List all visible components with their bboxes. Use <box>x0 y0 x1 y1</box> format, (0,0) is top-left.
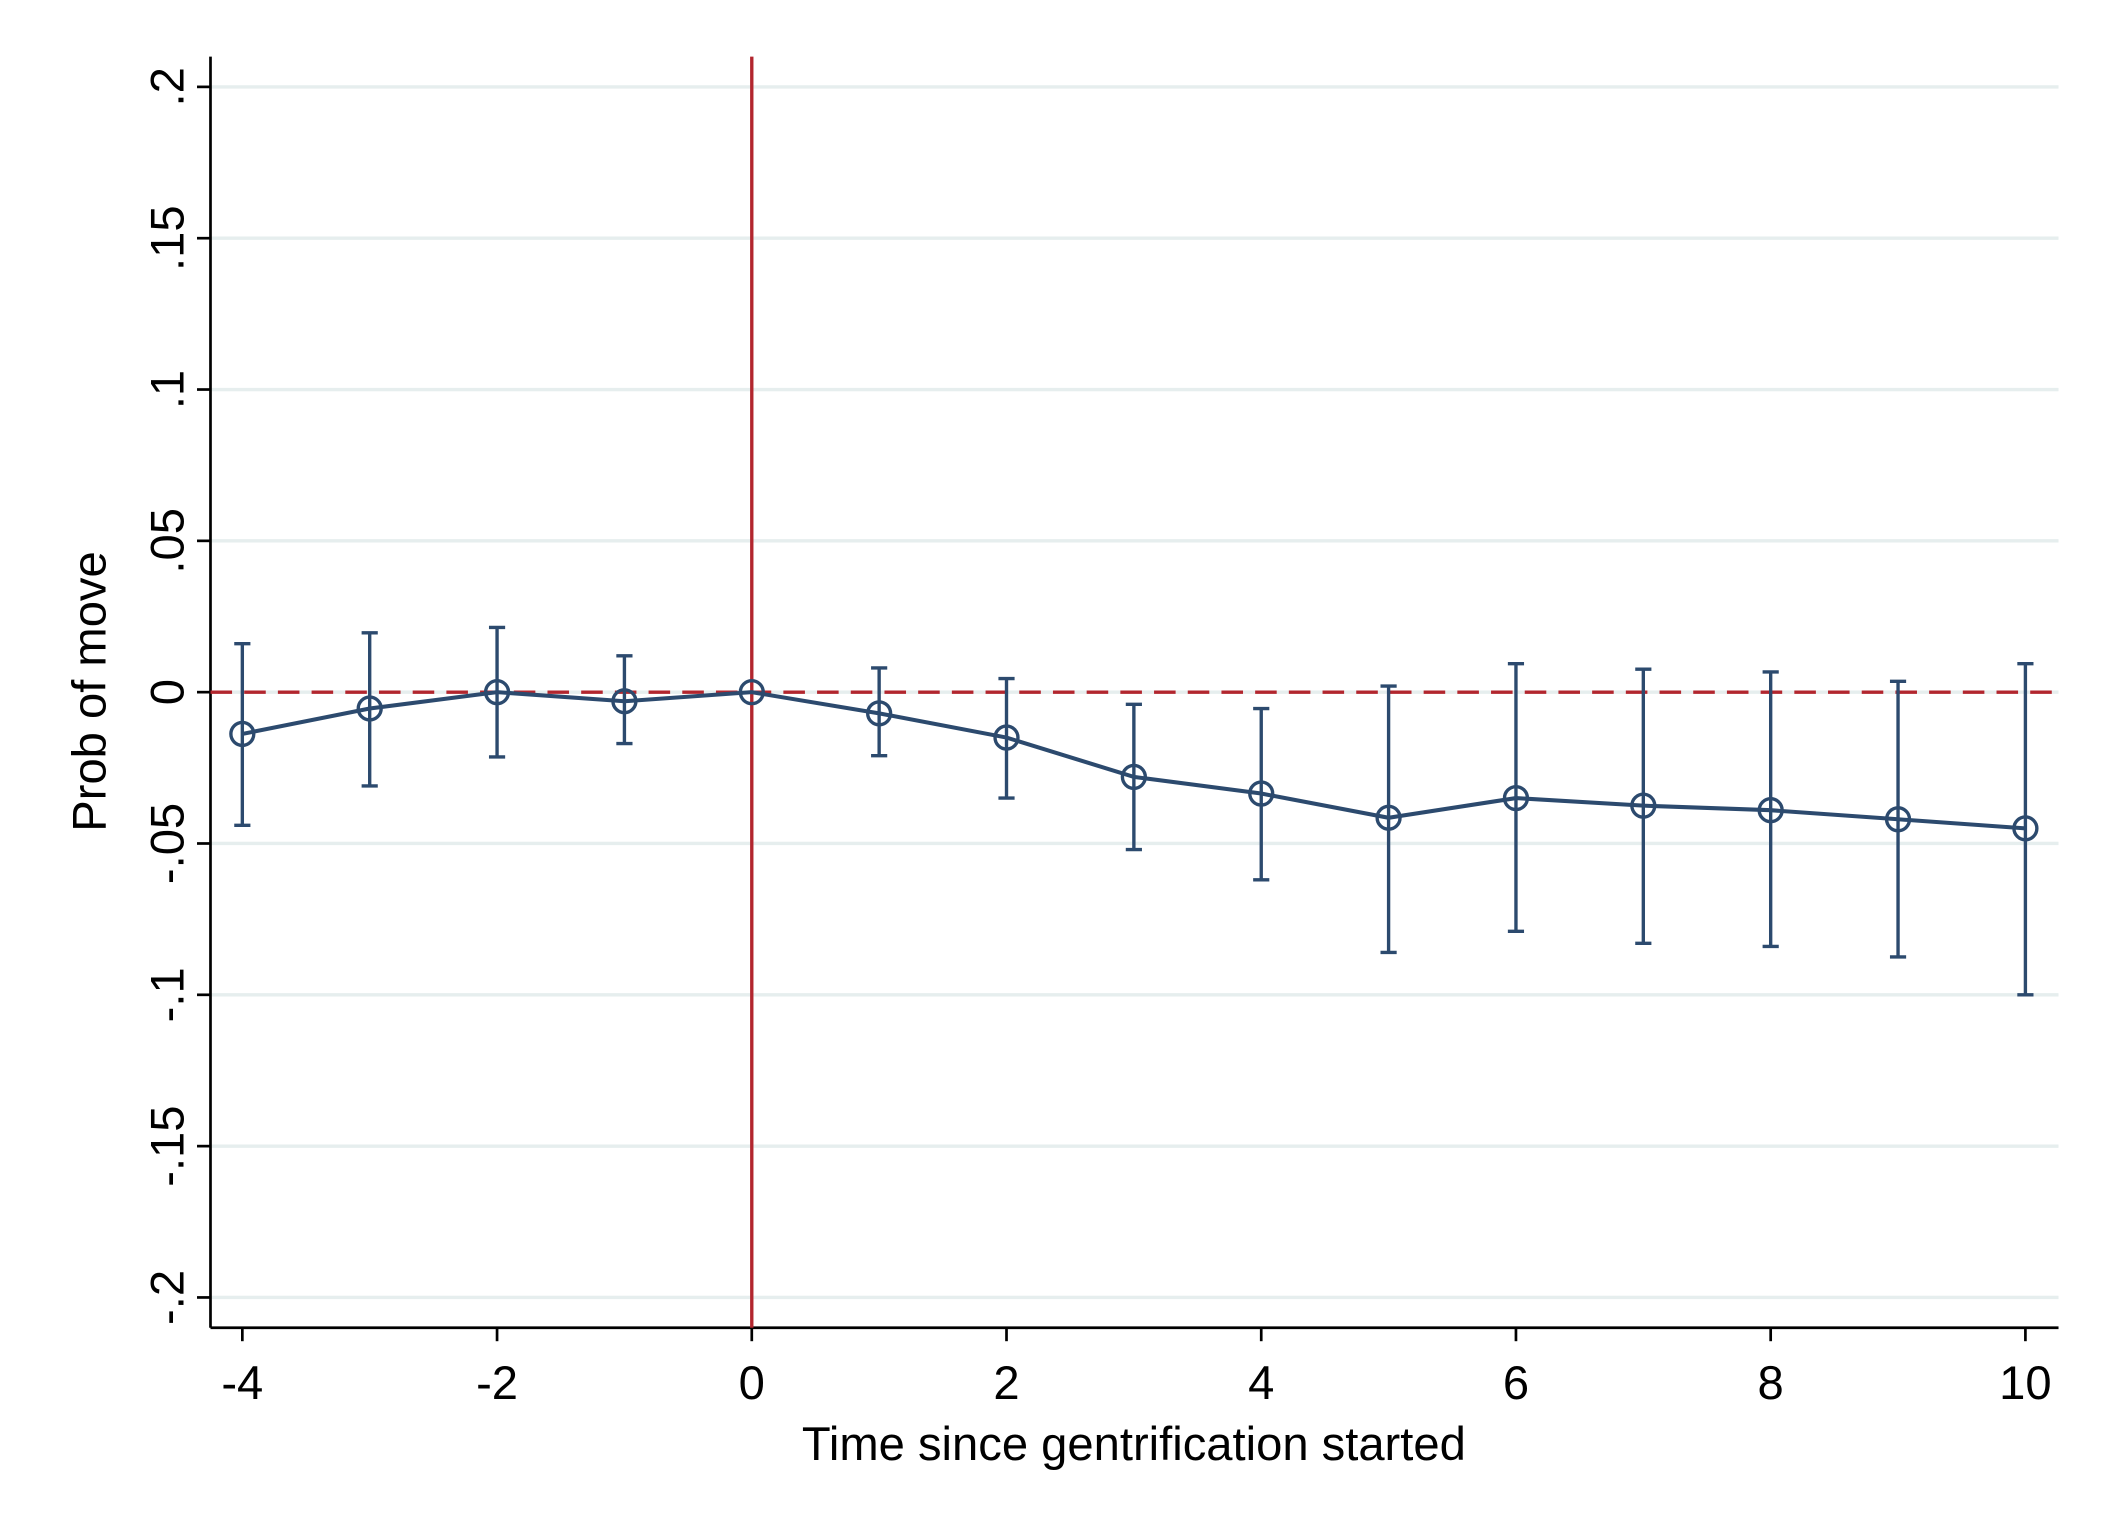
x-tick-label: 10 <box>1999 1356 2051 1409</box>
x-tick-label: 8 <box>1758 1356 1784 1409</box>
x-tick-label: 4 <box>1248 1356 1274 1409</box>
x-tick-label: -2 <box>476 1356 518 1409</box>
y-tick-label: .2 <box>141 67 194 106</box>
point <box>611 688 638 715</box>
point <box>993 724 1020 751</box>
y-tick-label: 0 <box>141 679 194 705</box>
y-tick-label: -.05 <box>141 803 194 884</box>
x-tick-label: 0 <box>739 1356 765 1409</box>
x-tick-label: 2 <box>993 1356 1019 1409</box>
point <box>1502 784 1530 812</box>
point <box>483 679 511 706</box>
y-tick-label: .05 <box>141 508 194 574</box>
y-axis-title: Prob of move <box>62 551 115 831</box>
error-bar <box>234 642 251 828</box>
point <box>1120 763 1148 791</box>
point <box>229 720 256 748</box>
point <box>1248 780 1275 807</box>
point <box>1884 806 1912 833</box>
point <box>356 695 383 722</box>
series-line <box>241 690 2026 831</box>
point <box>1375 804 1402 831</box>
x-axis-title: Time since gentrification started <box>802 1417 1466 1470</box>
y-tick-label: -.1 <box>141 967 194 1022</box>
y-tick-label: .15 <box>141 205 194 271</box>
point <box>1757 797 1784 824</box>
y-tick-label: -.15 <box>141 1106 194 1187</box>
point <box>1630 792 1657 819</box>
y-tick-label: -.2 <box>141 1270 194 1325</box>
y-tick-label: .1 <box>141 370 194 409</box>
point <box>2012 815 2039 842</box>
point <box>866 700 893 727</box>
x-tick-label: -4 <box>221 1356 263 1409</box>
x-tick-label: 6 <box>1503 1356 1529 1409</box>
point <box>738 679 765 706</box>
error-bar <box>2017 662 2034 997</box>
